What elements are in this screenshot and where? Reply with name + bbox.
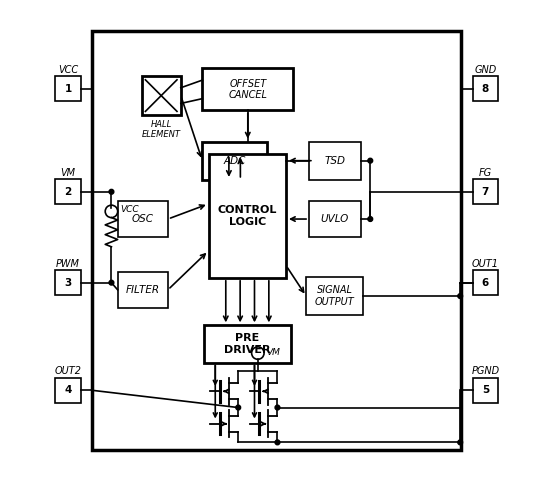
FancyBboxPatch shape xyxy=(473,76,498,101)
Circle shape xyxy=(368,217,373,221)
Text: OUT1: OUT1 xyxy=(472,258,499,269)
FancyBboxPatch shape xyxy=(118,201,168,237)
FancyBboxPatch shape xyxy=(55,180,81,204)
Text: 6: 6 xyxy=(482,278,489,287)
Text: PRE
DRIVER: PRE DRIVER xyxy=(224,333,270,355)
Text: 7: 7 xyxy=(482,187,489,197)
FancyBboxPatch shape xyxy=(142,76,181,115)
Text: 3: 3 xyxy=(65,278,72,287)
Circle shape xyxy=(368,158,373,163)
Text: PGND: PGND xyxy=(471,366,499,376)
Text: GND: GND xyxy=(474,65,497,75)
FancyBboxPatch shape xyxy=(473,378,498,403)
Text: VM: VM xyxy=(267,348,280,357)
Text: PWM: PWM xyxy=(56,258,80,269)
Circle shape xyxy=(275,405,280,410)
FancyBboxPatch shape xyxy=(202,68,293,110)
FancyBboxPatch shape xyxy=(306,277,363,315)
Text: CONTROL
LOGIC: CONTROL LOGIC xyxy=(218,205,277,227)
Text: 5: 5 xyxy=(482,385,489,395)
Circle shape xyxy=(458,294,463,299)
Text: VCC: VCC xyxy=(120,205,139,214)
FancyBboxPatch shape xyxy=(55,76,81,101)
Text: 4: 4 xyxy=(65,385,72,395)
Text: SIGNAL
OUTPUT: SIGNAL OUTPUT xyxy=(315,285,354,307)
Text: ADC: ADC xyxy=(223,156,246,166)
FancyBboxPatch shape xyxy=(204,325,291,363)
Circle shape xyxy=(109,189,114,194)
Text: TSD: TSD xyxy=(325,156,346,166)
Text: VCC: VCC xyxy=(58,65,78,75)
Text: 2: 2 xyxy=(65,187,72,197)
Text: OSC: OSC xyxy=(132,214,154,224)
FancyBboxPatch shape xyxy=(473,180,498,204)
FancyBboxPatch shape xyxy=(55,378,81,403)
Circle shape xyxy=(236,405,241,410)
FancyBboxPatch shape xyxy=(208,154,286,278)
FancyBboxPatch shape xyxy=(309,201,361,237)
Text: 1: 1 xyxy=(65,84,72,94)
Circle shape xyxy=(109,280,114,285)
Text: HALL
ELEMENT: HALL ELEMENT xyxy=(142,120,181,139)
FancyBboxPatch shape xyxy=(473,270,498,295)
FancyBboxPatch shape xyxy=(55,270,81,295)
Circle shape xyxy=(275,440,280,445)
Text: OUT2: OUT2 xyxy=(55,366,82,376)
FancyBboxPatch shape xyxy=(309,141,361,180)
Text: FG: FG xyxy=(479,167,492,178)
Text: VM: VM xyxy=(61,167,76,178)
FancyBboxPatch shape xyxy=(92,31,461,450)
FancyBboxPatch shape xyxy=(118,272,168,308)
Text: 8: 8 xyxy=(482,84,489,94)
Text: UVLO: UVLO xyxy=(321,214,349,224)
Text: FILTER: FILTER xyxy=(126,285,160,295)
Circle shape xyxy=(458,440,463,445)
Text: OFFSET
CANCEL: OFFSET CANCEL xyxy=(228,78,267,100)
FancyBboxPatch shape xyxy=(202,141,267,180)
